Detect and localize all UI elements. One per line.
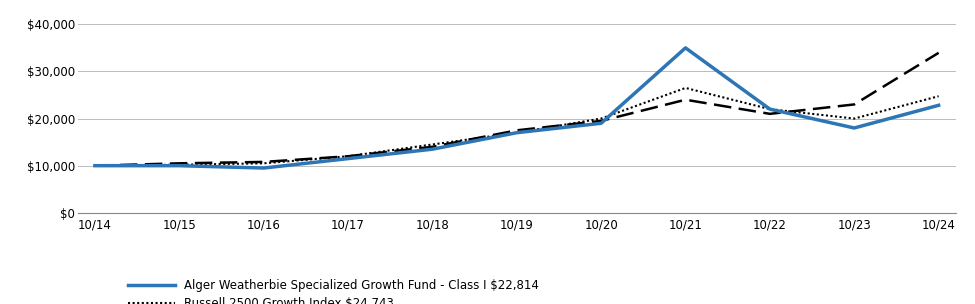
Legend: Alger Weatherbie Specialized Growth Fund - Class I $22,814, Russell 2500 Growth : Alger Weatherbie Specialized Growth Fund… (128, 279, 539, 304)
